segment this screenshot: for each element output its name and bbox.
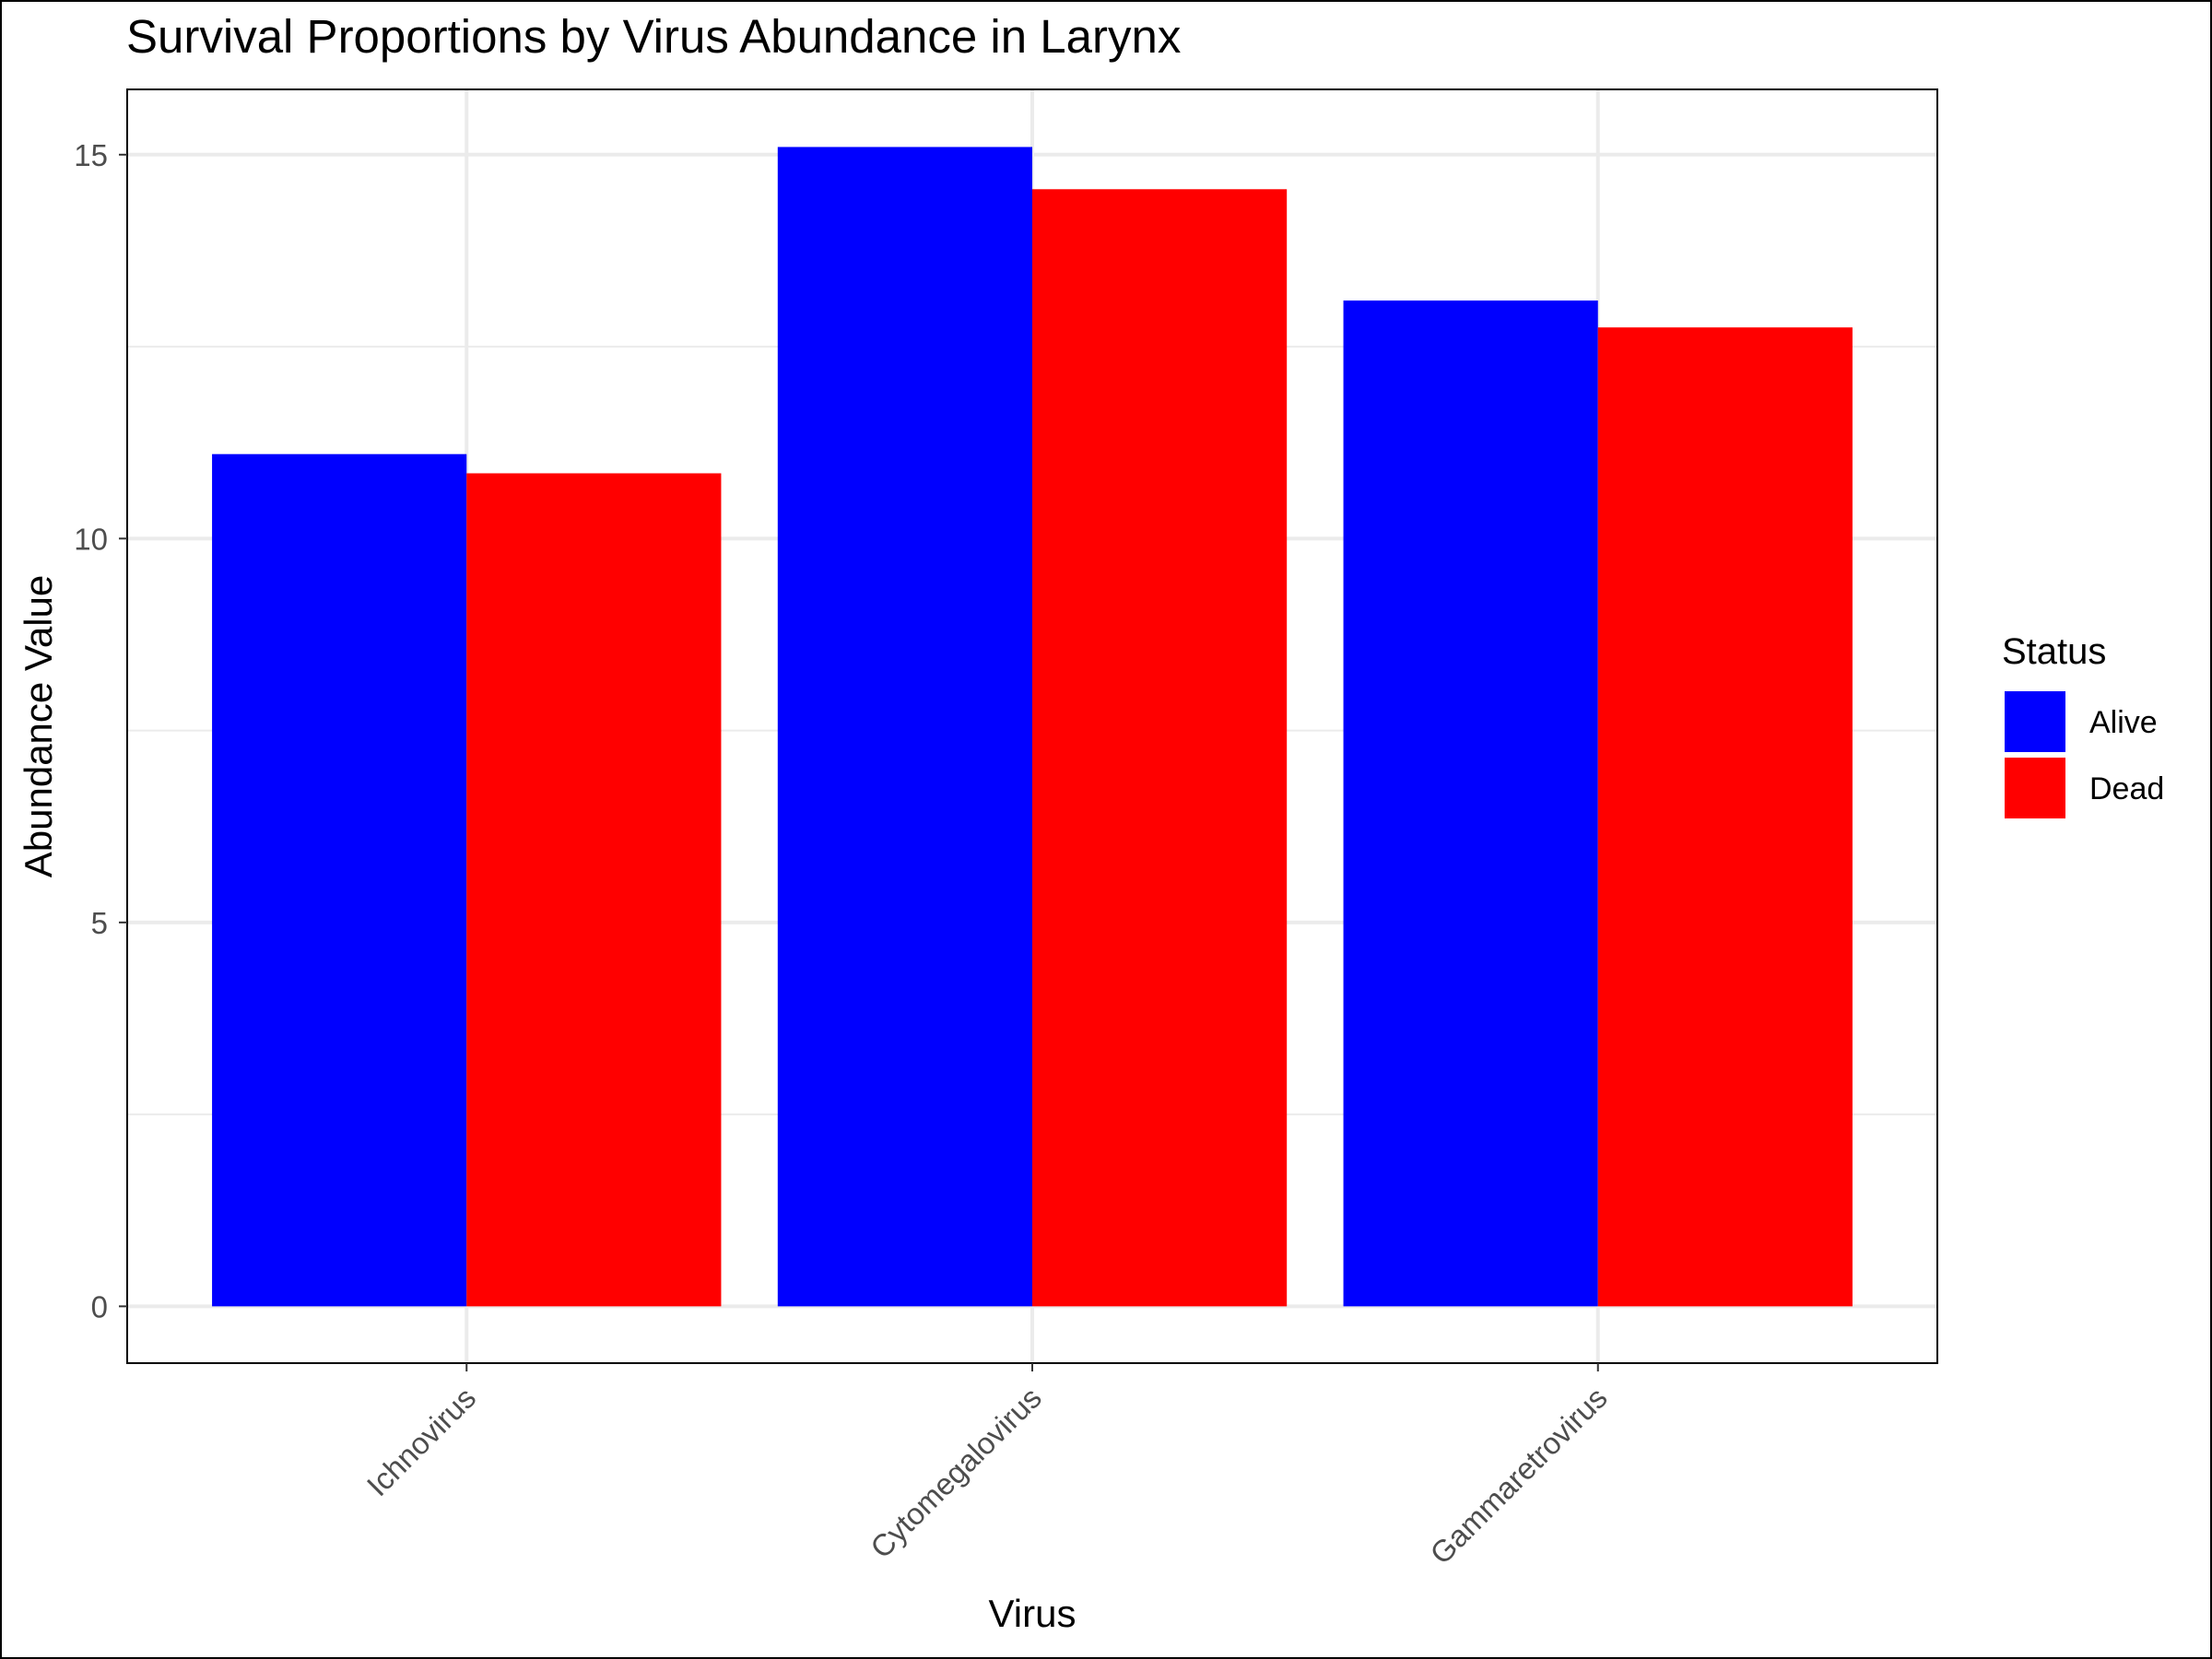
bar-dead-ichnovirus [466,473,722,1307]
y-tick-label: 15 [74,138,108,172]
y-tick-label: 0 [91,1289,108,1324]
legend-key-dead [2005,758,2065,818]
legend-key-alive [2005,691,2065,752]
legend-title: Status [2002,631,2106,672]
legend-items: Alive Dead [2005,691,2164,818]
bar-alive-ichnovirus [212,453,467,1307]
x-axis-title: Virus [989,1592,1077,1635]
legend-label-alive: Alive [2089,705,2158,740]
bar-dead-cytomegalovirus [1032,189,1288,1307]
y-tick-label: 5 [91,906,108,940]
bar-alive-gammaretrovirus [1343,300,1598,1307]
y-axis-title: Abundance Value [17,575,60,878]
bar-alive-cytomegalovirus [777,147,1032,1307]
bar-dead-gammaretrovirus [1597,327,1853,1307]
bars [212,147,1853,1307]
chart-title: Survival Proportions by Virus Abundance … [126,10,1181,63]
legend: Status Alive Dead [2002,631,2164,818]
legend-label-dead: Dead [2089,771,2164,806]
y-tick-label: 10 [74,522,108,556]
